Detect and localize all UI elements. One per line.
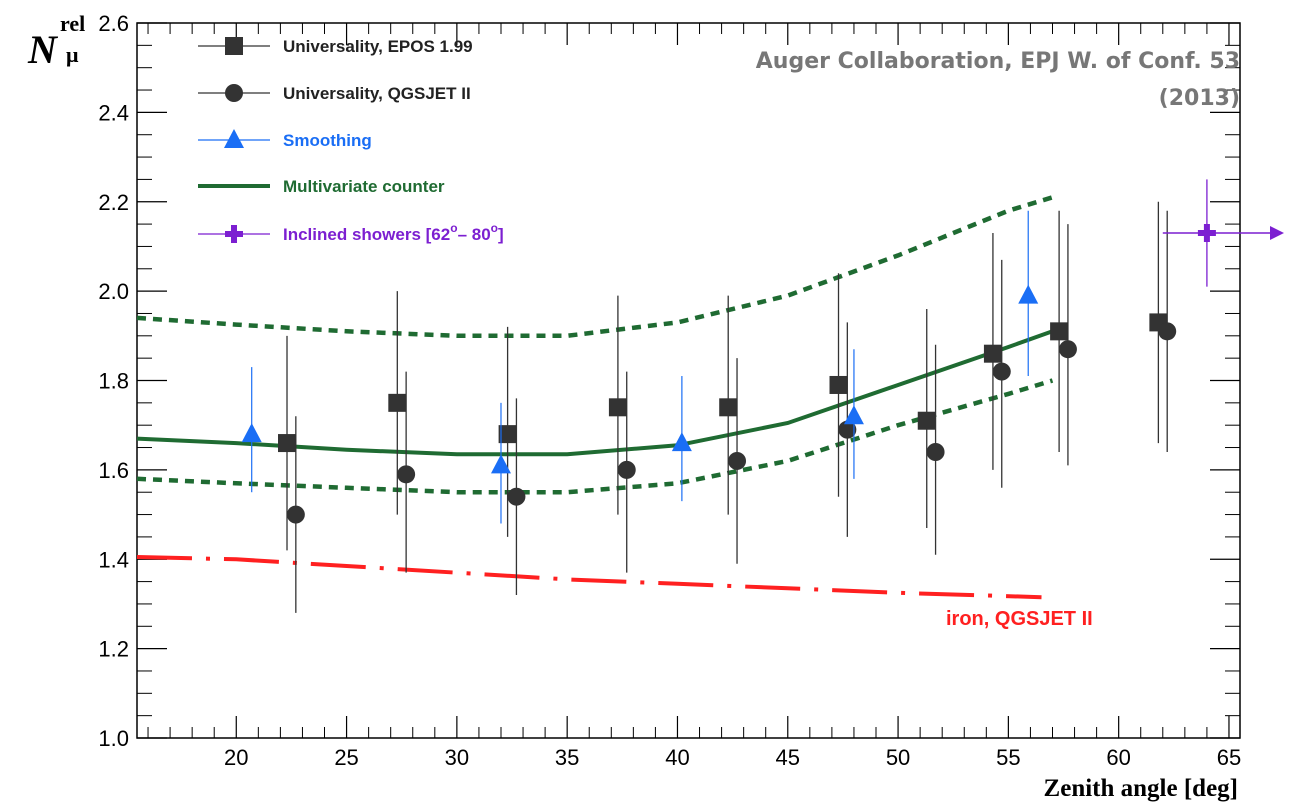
data-points [241, 179, 1284, 613]
square-marker [829, 375, 848, 394]
x-axis-label: Zenith angle [deg] [1044, 775, 1238, 802]
circle-marker [992, 362, 1011, 381]
multivariate-band [136, 195, 1054, 495]
y-tick-label: 1.0 [98, 726, 129, 751]
legend-label: Smoothing [283, 131, 372, 150]
multivariate-band-upper [136, 195, 1054, 339]
iron-qgsjet-line [136, 555, 1042, 600]
credit-line-2: (2013) [1159, 86, 1240, 111]
legend-label-part: o [450, 221, 457, 235]
x-tick-label: 65 [1217, 745, 1241, 770]
triangle-marker [671, 432, 692, 452]
legend-label-part: – 80 [458, 225, 491, 244]
y-tick-label: 2.6 [98, 11, 129, 36]
legend-cross-marker [225, 225, 243, 243]
square-marker [1050, 322, 1069, 341]
circle-marker [728, 451, 747, 470]
axes: 20 25 30 35 40 45 50 55 60 65 1.0 1.2 1.4 1.6 1.8 2.0 2.… [98, 11, 1241, 770]
circle-marker [838, 420, 857, 439]
legend-label: Universality, QGSJET II [283, 84, 471, 103]
triangle-marker [1018, 284, 1039, 304]
triangle-marker [843, 405, 864, 425]
arrow-head [1270, 226, 1284, 241]
y-tick-label: 1.8 [98, 369, 129, 394]
labels: Zenith angle [deg] N rel μ Auger Collabo… [27, 11, 1240, 802]
x-tick-label: 30 [445, 745, 469, 770]
legend-label: Universality, EPOS 1.99 [283, 37, 473, 56]
x-tick-label: 60 [1106, 745, 1130, 770]
y-tick-label: 2.2 [98, 190, 129, 215]
legend: Universality, EPOS 1.99 Universality, QGS… [198, 37, 504, 244]
circle-marker [286, 505, 305, 524]
legend-square-marker [225, 37, 243, 55]
square-marker [608, 398, 627, 417]
circle-marker [926, 443, 945, 461]
credit-line-1: Auger Collaboration, EPJ W. of Conf. 53 [756, 49, 1240, 74]
legend-label: Multivariate counter [283, 177, 445, 196]
triangle-marker [241, 423, 262, 443]
y-tick-label: 1.6 [98, 458, 129, 483]
x-tick-label: 45 [776, 745, 800, 770]
y-axis-label-sub: μ [66, 42, 79, 67]
legend-label-part: o [491, 221, 498, 235]
x-tick-label: 40 [665, 745, 689, 770]
y-tick-label: 2.4 [98, 100, 129, 125]
y-tick-label: 1.2 [98, 637, 129, 662]
square-marker [498, 425, 517, 444]
circle-marker [1158, 322, 1177, 341]
x-tick-label: 25 [334, 745, 358, 770]
square-marker [719, 398, 738, 417]
legend-label-part: ] [498, 225, 504, 244]
legend-circle-marker [225, 84, 243, 102]
cross-marker [1197, 224, 1216, 243]
x-tick-label: 55 [996, 745, 1020, 770]
square-marker [388, 393, 407, 412]
square-marker [278, 434, 297, 453]
y-tick-label: 2.0 [98, 279, 129, 304]
circle-marker [1058, 340, 1077, 359]
x-tick-label: 35 [555, 745, 579, 770]
y-axis-label: N [27, 27, 59, 72]
square-marker [917, 411, 936, 430]
triangle-marker [490, 454, 511, 474]
y-tick-label: 1.4 [98, 547, 129, 572]
legend-triangle-marker [224, 129, 244, 148]
curves [136, 329, 1054, 600]
legend-label-part: Inclined showers [62 [283, 225, 450, 244]
legend-label: Inclined showers [62o– 80o] [283, 221, 504, 244]
x-tick-label: 50 [886, 745, 910, 770]
multivariate-band-lower [136, 378, 1054, 495]
iron-annotation: iron, QGSJET II [946, 608, 1093, 630]
circle-marker [617, 460, 636, 479]
multivariate-counter-line [136, 329, 1054, 457]
y-axis-label-sup: rel [60, 11, 85, 36]
circle-marker [507, 487, 526, 506]
y-axis-label-main: N [27, 27, 59, 72]
square-marker [983, 344, 1002, 363]
circle-marker [397, 465, 416, 484]
x-tick-label: 20 [224, 745, 248, 770]
